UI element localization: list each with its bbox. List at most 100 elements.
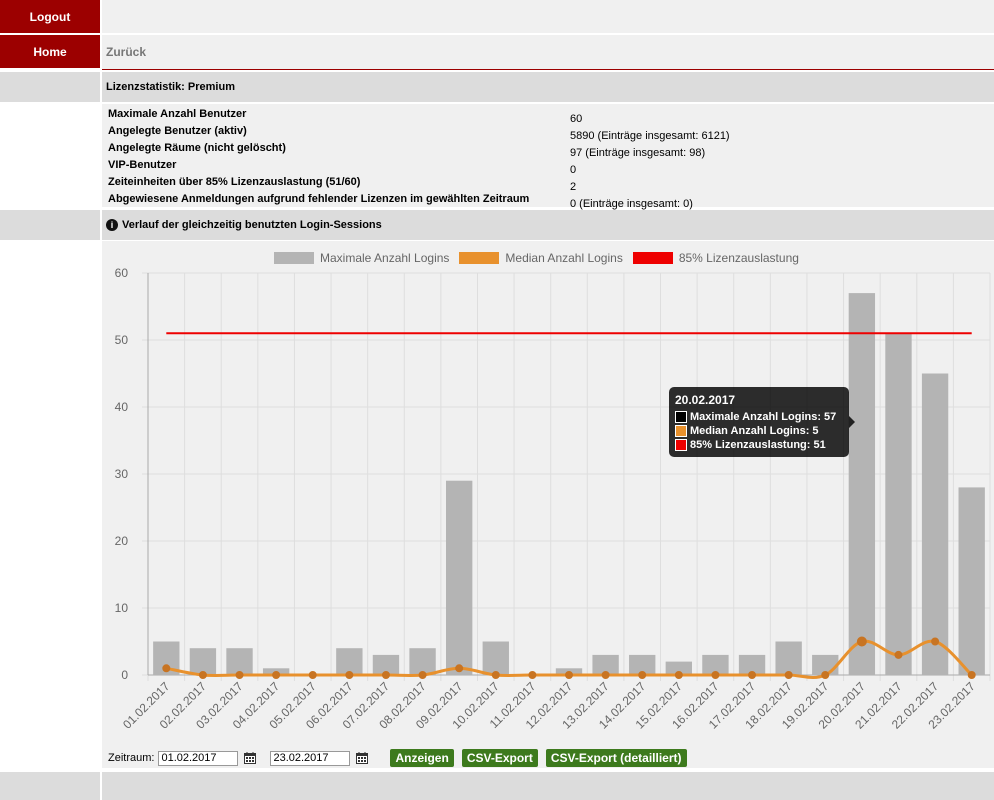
y-tick-label: 60: [115, 266, 129, 280]
tooltip-swatch: [675, 439, 687, 451]
bar: [445, 480, 473, 675]
bar: [885, 333, 912, 675]
date-range-controls: Zeitraum: Anzeigen CSV-Export CSV-Export…: [108, 747, 687, 769]
legend-swatch: [632, 252, 673, 264]
bar: [738, 654, 766, 675]
info-icon[interactable]: i: [106, 219, 118, 231]
y-tick-label: 0: [121, 668, 128, 682]
median-point: [235, 671, 244, 679]
stat-value: 0: [570, 164, 577, 176]
home-button[interactable]: Home: [0, 35, 100, 68]
stat-row: Angelegte Benutzer (aktiv) 5890 (Einträg…: [108, 125, 994, 142]
stat-value: 97 (Einträge insgesamt: 98): [570, 147, 706, 159]
section-header: Lizenzstatistik: Premium: [102, 72, 994, 102]
sidebar-block: [0, 210, 100, 240]
bar: [665, 661, 693, 675]
median-point: [272, 671, 281, 679]
median-point: [931, 637, 940, 646]
bar: [702, 654, 729, 675]
median-point: [198, 671, 207, 679]
tooltip-item: 85% Lizenzauslastung: 51: [675, 438, 826, 452]
bar: [409, 648, 436, 675]
chart-tooltip: 20.02.2017 Maximale Anzahl Logins: 57 Me…: [669, 387, 855, 457]
stat-row: Maximale Anzahl Benutzer 60: [108, 108, 994, 125]
calendar-icon[interactable]: [356, 752, 369, 764]
tooltip-swatch: [675, 425, 687, 437]
logout-button[interactable]: Logout: [0, 0, 100, 33]
csv-export-detailed-button[interactable]: CSV-Export (detailliert): [545, 749, 687, 767]
legend-swatch: [274, 252, 314, 264]
bar: [336, 648, 363, 675]
bar: [848, 293, 876, 675]
stat-label: Abgewiesene Anmeldungen aufgrund fehlend…: [108, 193, 530, 205]
stat-value: 60: [570, 113, 583, 125]
median-point: [748, 671, 757, 679]
y-tick-label: 10: [115, 601, 129, 615]
tooltip-arrow: [849, 416, 855, 428]
show-button[interactable]: Anzeigen: [390, 749, 454, 767]
tooltip-item: Median Anzahl Logins: 5: [675, 424, 819, 438]
tooltip-text: Median Anzahl Logins: 5: [690, 425, 819, 437]
chart-section-header: i Verlauf der gleichzeitig benutzten Log…: [102, 210, 994, 240]
stat-value: 2: [570, 181, 577, 193]
median-point: [711, 671, 720, 679]
legend-label[interactable]: Median Anzahl Logins: [505, 251, 623, 265]
chart-section-title: Verlauf der gleichzeitig benutzten Login…: [122, 219, 382, 231]
sidebar-footer: [0, 772, 100, 800]
median-point: [345, 671, 354, 679]
tooltip-text: Maximale Anzahl Logins: 57: [690, 411, 837, 423]
login-sessions-chart: 010203040506001.02.201702.02.201703.02.2…: [115, 266, 991, 732]
stat-row: Angelegte Räume (nicht gelöscht) 97 (Ein…: [108, 142, 994, 159]
stat-value: 0 (Einträge insgesamt: 0): [570, 198, 693, 210]
stat-row: Abgewiesene Anmeldungen aufgrund fehlend…: [108, 193, 994, 210]
median-point: [894, 650, 903, 659]
tooltip-title: 20.02.2017: [675, 393, 736, 407]
median-point: [491, 671, 500, 679]
section-title: Lizenzstatistik: Premium: [106, 81, 235, 93]
bar: [775, 641, 802, 675]
tooltip-text: 85% Lizenzauslastung: 51: [690, 439, 826, 451]
chart-legend: Maximale Anzahl Logins Median Anzahl Log…: [274, 249, 799, 267]
from-date-input[interactable]: [158, 750, 239, 766]
median-point: [821, 671, 830, 679]
bar: [592, 654, 619, 675]
median-point: [418, 671, 427, 679]
stat-label: Zeiteinheiten über 85% Lizenzauslastung …: [108, 176, 361, 188]
back-link[interactable]: Zurück: [106, 45, 147, 59]
median-point: [784, 671, 793, 679]
chart-panel: [102, 241, 994, 768]
median-point: [455, 664, 464, 673]
bar: [189, 648, 217, 675]
legend-label[interactable]: Maximale Anzahl Logins: [320, 251, 450, 265]
stat-row: VIP-Benutzer 0: [108, 159, 994, 176]
median-point: [528, 671, 537, 679]
bar: [629, 654, 656, 675]
legend-swatch: [459, 252, 500, 264]
to-date-input[interactable]: [270, 750, 351, 766]
csv-export-button[interactable]: CSV-Export: [461, 749, 538, 767]
tooltip-item: Maximale Anzahl Logins: 57: [675, 410, 836, 424]
median-point: [674, 671, 683, 679]
y-tick-label: 50: [115, 333, 129, 347]
stats-table: Maximale Anzahl Benutzer 60 Angelegte Be…: [102, 104, 994, 210]
median-point: [601, 671, 610, 679]
bar: [921, 373, 949, 675]
bar: [958, 487, 985, 675]
sidebar-block: [0, 72, 100, 102]
stat-label: VIP-Benutzer: [108, 159, 177, 171]
y-tick-label: 20: [115, 534, 129, 548]
legend-label[interactable]: 85% Lizenzauslastung: [678, 251, 799, 265]
stat-value: 5890 (Einträge insgesamt: 6121): [570, 130, 730, 142]
zeitraum-label: Zeitraum:: [108, 752, 155, 764]
median-point: [856, 636, 867, 647]
footer-bar: [102, 772, 994, 800]
median-point: [308, 671, 317, 679]
median-point: [381, 671, 390, 679]
tooltip-swatch: [675, 411, 687, 423]
stat-label: Angelegte Räume (nicht gelöscht): [108, 142, 286, 154]
stat-row: Zeiteinheiten über 85% Lizenzauslastung …: [108, 176, 994, 193]
calendar-icon[interactable]: [244, 752, 257, 764]
stat-label: Maximale Anzahl Benutzer: [108, 108, 247, 120]
y-tick-label: 30: [115, 467, 129, 481]
y-tick-label: 40: [115, 400, 129, 414]
